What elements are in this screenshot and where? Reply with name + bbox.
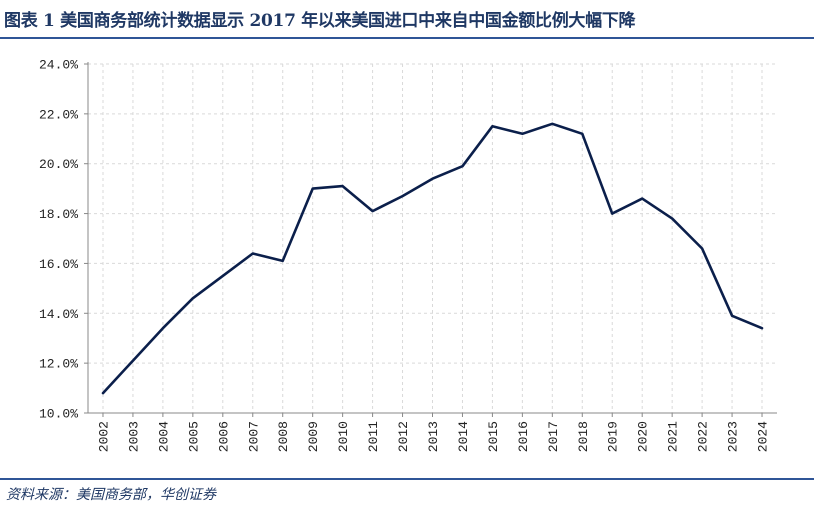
x-tick-label: 2007 (246, 421, 261, 452)
x-axis-ticks: 2002 2003 2004 2005 2006 2007 2008 2009 2010 2011… (96, 421, 770, 452)
x-tick-label: 2008 (276, 421, 291, 452)
axes (84, 62, 777, 417)
x-tick-label: 2004 (156, 421, 171, 452)
x-tick-label: 2017 (546, 421, 561, 452)
y-tick-label: 12.0% (39, 357, 78, 372)
y-tick-label: 18.0% (39, 207, 78, 222)
x-tick-label: 2003 (126, 421, 141, 452)
line-chart: 10.0% 12.0% 14.0% 16.0% 18.0% 20.0% 22.0% 24.0%… (39, 58, 777, 452)
y-tick-label: 14.0% (39, 307, 78, 322)
x-tick-label: 2002 (96, 421, 111, 452)
x-tick-label: 2005 (186, 421, 201, 452)
x-tick-label: 2014 (456, 421, 471, 452)
x-tick-label: 2019 (606, 421, 621, 452)
x-tick-label: 2010 (336, 421, 351, 452)
x-tick-label: 2020 (636, 421, 651, 452)
y-tick-label: 24.0% (39, 58, 78, 73)
x-tick-label: 2021 (666, 421, 681, 452)
x-tick-label: 2011 (366, 421, 381, 452)
series-layer (101, 122, 764, 395)
source-divider (0, 478, 814, 480)
grid-lines (88, 63, 777, 413)
x-tick-label: 2009 (306, 421, 321, 452)
x-tick-label: 2012 (396, 421, 411, 452)
x-tick-label: 2022 (696, 421, 711, 452)
title-divider (0, 37, 814, 39)
x-tick-label: 2016 (516, 421, 531, 452)
x-tick-label: 2013 (426, 421, 441, 452)
x-tick-label: 2015 (486, 421, 501, 452)
x-tick-label: 2024 (756, 421, 771, 452)
y-tick-label: 22.0% (39, 107, 78, 122)
source-note: 资料来源：美国商务部，华创证券 (6, 487, 216, 503)
x-tick-label: 2023 (726, 421, 741, 452)
y-tick-label: 16.0% (39, 257, 78, 272)
y-tick-label: 20.0% (39, 157, 78, 172)
y-axis-ticks: 10.0% 12.0% 14.0% 16.0% 18.0% 20.0% 22.0% 24.0% (39, 58, 78, 422)
figure-title: 图表 1 美国商务部统计数据显示 2017 年以来美国进口中来自中国金额比例大幅… (4, 11, 636, 31)
x-tick-label: 2018 (576, 421, 591, 452)
x-tick-label: 2006 (216, 421, 231, 452)
y-tick-label: 10.0% (39, 407, 78, 422)
